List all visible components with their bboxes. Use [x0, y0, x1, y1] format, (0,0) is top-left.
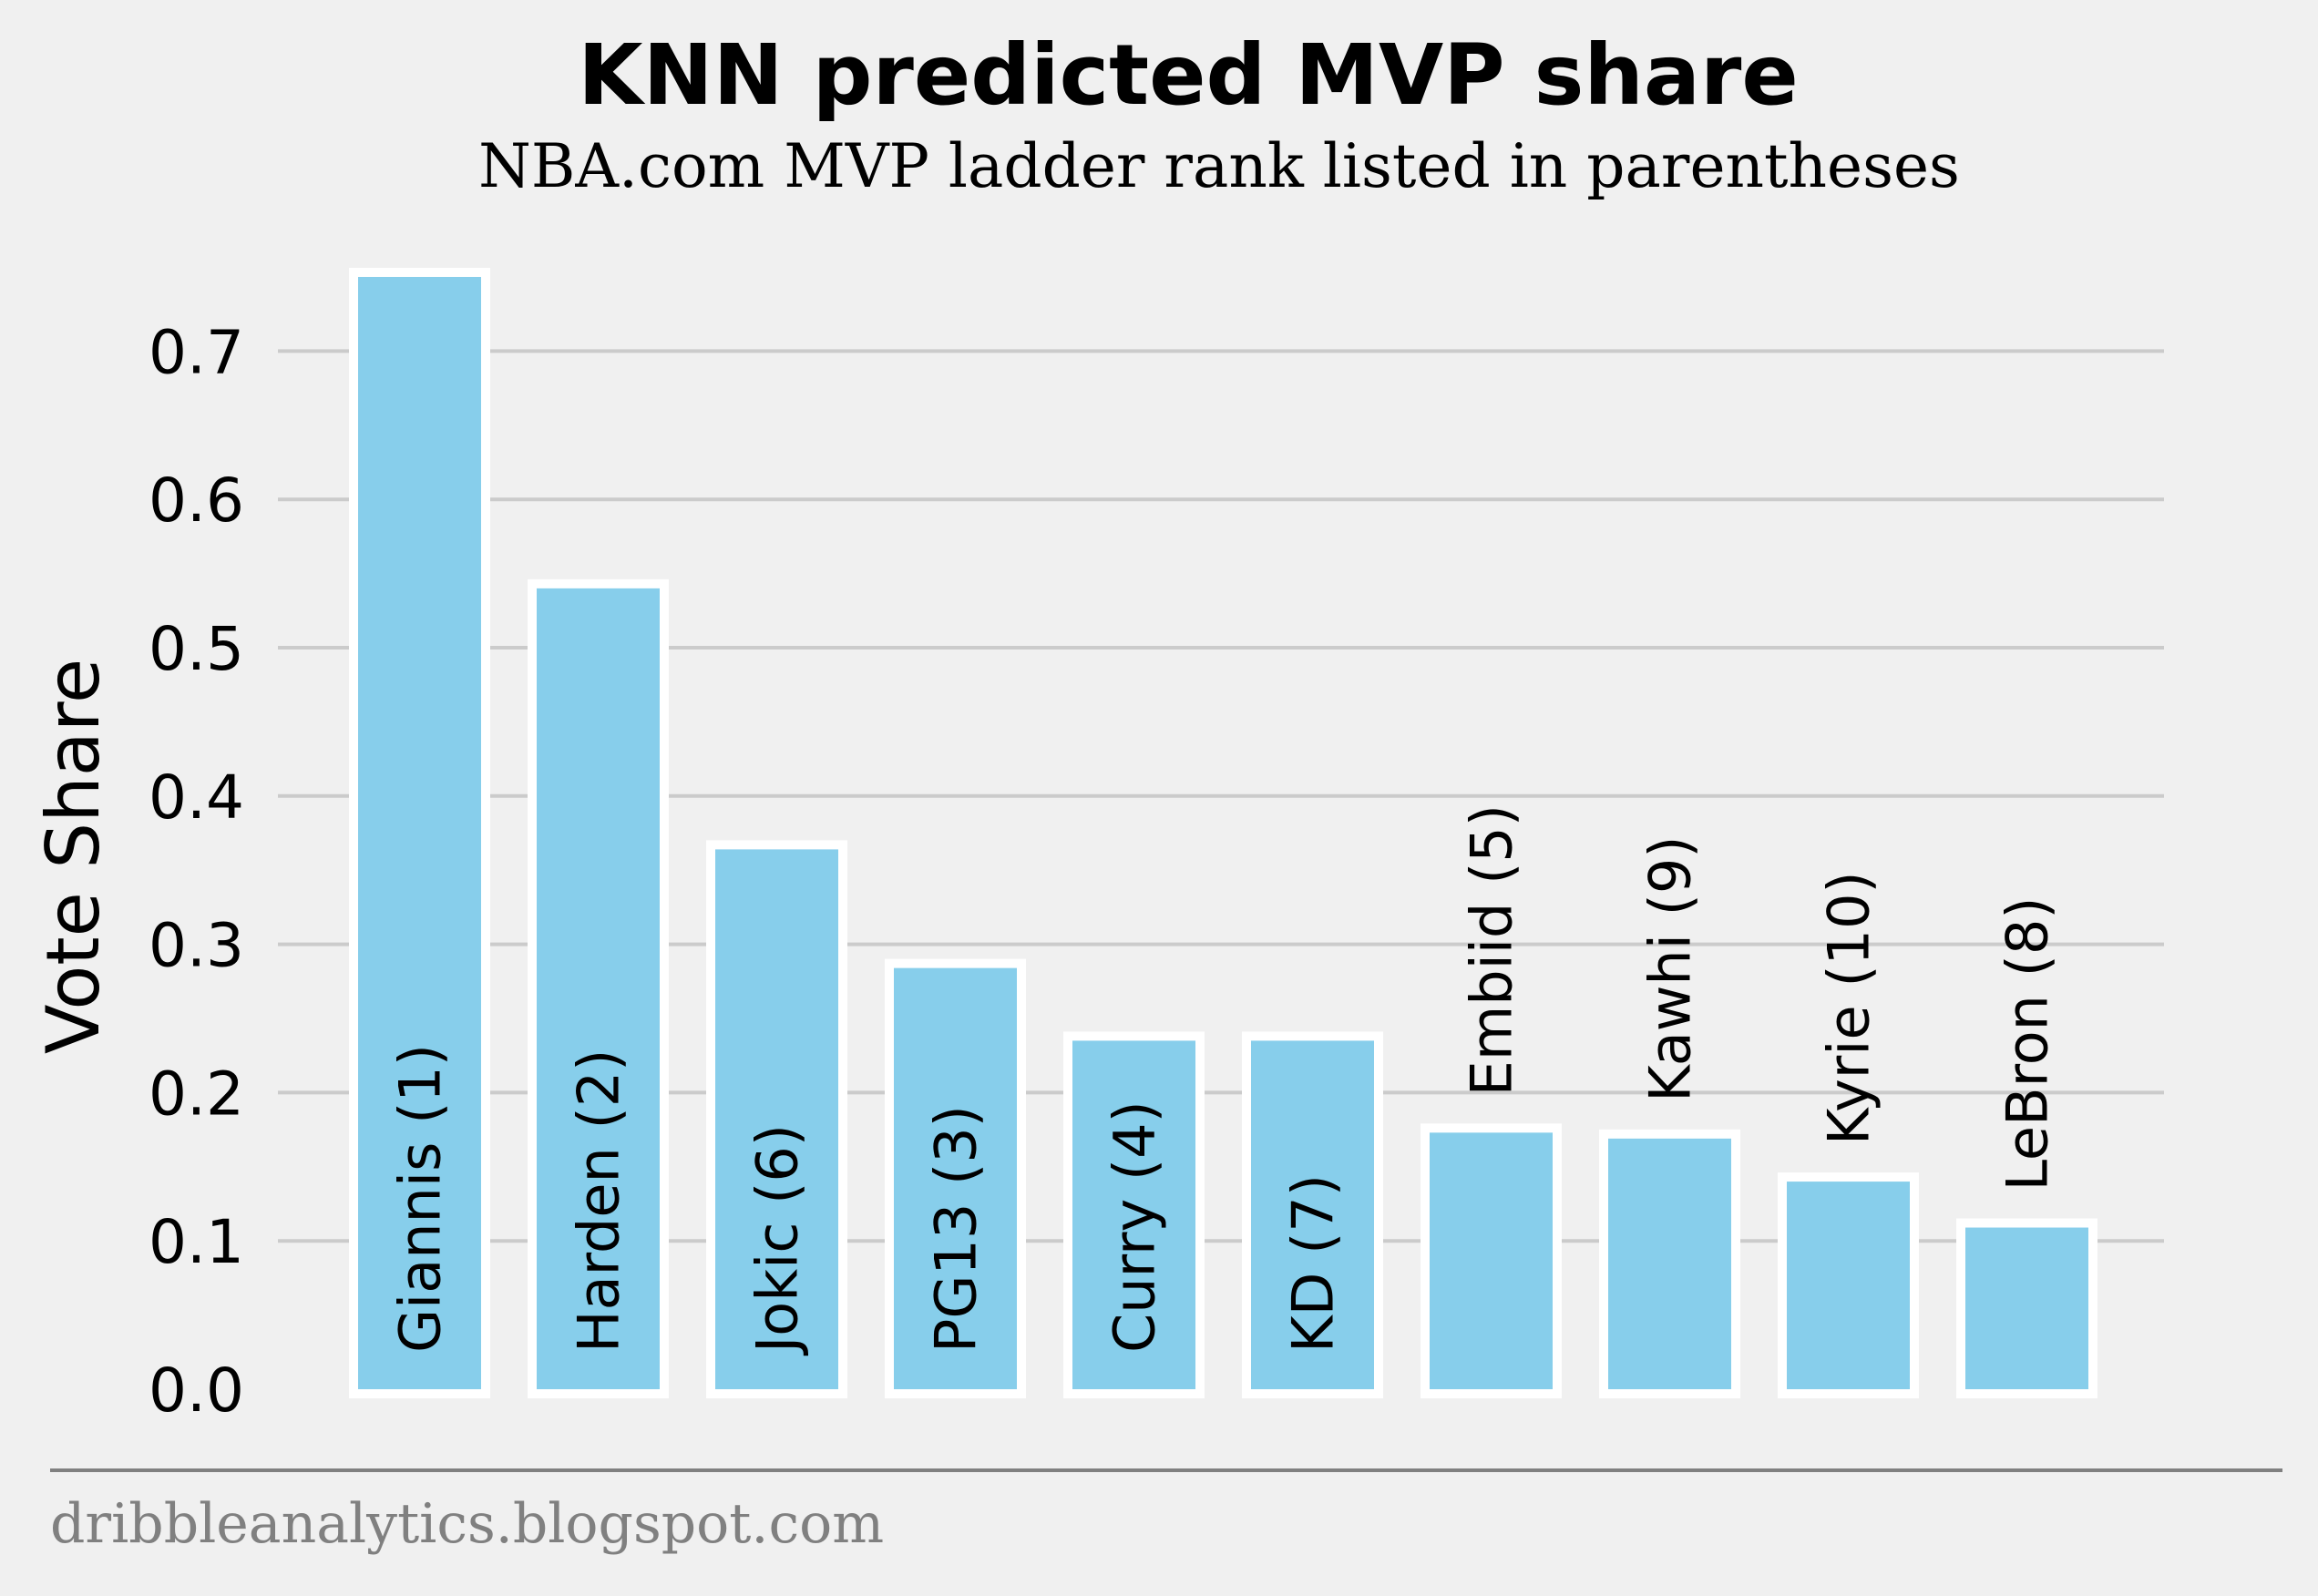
y-tick-label: 0.4 — [149, 762, 244, 833]
y-tick-label: 0.5 — [149, 614, 244, 684]
bar-label: Jokic (6) — [744, 1124, 811, 1356]
bar-series — [349, 268, 2097, 1399]
footer-source: dribbleanalytics.blogspot.com — [50, 1492, 884, 1556]
y-tick-label: 0.6 — [149, 466, 244, 536]
bar — [1421, 1123, 1562, 1398]
bar — [1063, 1031, 1205, 1399]
bar — [349, 268, 490, 1398]
y-tick-label: 0.7 — [149, 317, 244, 387]
bar-label: Kyrie (10) — [1816, 871, 1882, 1145]
y-tick-label: 0.1 — [149, 1207, 244, 1277]
y-tick-label: 0.3 — [149, 911, 244, 981]
y-tick-label: 0.0 — [149, 1356, 244, 1426]
bar — [885, 958, 1026, 1398]
bar-label: LeBron (8) — [1995, 897, 2061, 1192]
bar-label: KD (7) — [1280, 1174, 1347, 1353]
y-axis-ticks: 0.0 0.1 0.2 0.3 0.4 0.5 0.6 0.7 — [149, 317, 244, 1426]
bar-label: Kawhi (9) — [1637, 836, 1704, 1102]
bar — [1242, 1031, 1383, 1399]
bar-labels: Giannis (1) Harden (2) Jokic (6) PG13 (3) Cu… — [387, 804, 2061, 1356]
bar-label: Harden (2) — [566, 1049, 632, 1353]
chart-subtitle: NBA.com MVP ladder rank listed in parent… — [478, 131, 1960, 201]
bar-label: Embiid (5) — [1459, 804, 1525, 1096]
bar — [528, 578, 669, 1398]
bar — [1778, 1172, 1919, 1398]
y-axis-label: Vote Share — [31, 659, 116, 1054]
bar — [1956, 1218, 2097, 1398]
bar-label: Giannis (1) — [387, 1044, 454, 1353]
bar — [706, 840, 847, 1398]
bar-label: PG13 (3) — [923, 1105, 990, 1353]
chart-title: KNN predicted MVP share — [578, 26, 1798, 124]
bar-label: Curry (4) — [1102, 1100, 1168, 1353]
bar — [1599, 1129, 1740, 1399]
y-tick-label: 0.2 — [149, 1059, 244, 1129]
